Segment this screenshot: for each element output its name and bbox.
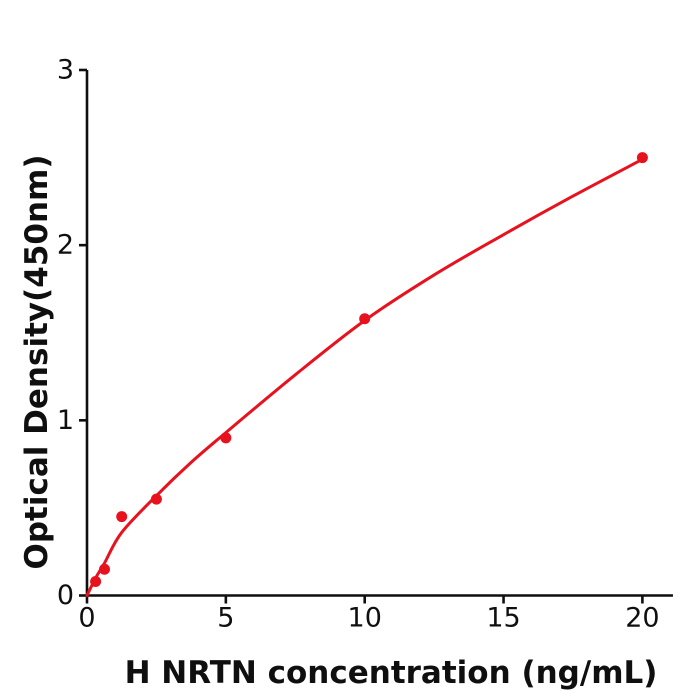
data-point <box>359 313 371 325</box>
x-tick-label: 20 <box>625 603 659 634</box>
x-axis-title: H NRTN concentration (ng/mL) <box>125 655 658 691</box>
fit-curve-line <box>85 157 644 597</box>
data-point <box>220 432 232 444</box>
y-axis-title: Optical Density(450nm) <box>19 154 55 569</box>
ticks-layer: 0 5 10 15 20 0 1 2 3 <box>57 54 660 633</box>
data-point <box>90 575 102 587</box>
x-tick-label: 5 <box>217 603 234 634</box>
axes-layer <box>85 69 673 597</box>
data-point <box>636 152 648 164</box>
data-layer <box>85 152 648 597</box>
x-tick-label: 10 <box>348 603 382 634</box>
y-tick-label: 1 <box>57 405 74 436</box>
y-tick-label: 3 <box>57 54 74 85</box>
data-point <box>150 493 162 505</box>
y-tick-label: 0 <box>57 580 74 611</box>
axis-spines <box>85 69 673 597</box>
data-point <box>99 563 110 575</box>
x-tick-label: 15 <box>486 603 520 634</box>
x-tick-label: 0 <box>78 603 95 634</box>
y-tick-label: 2 <box>57 230 74 261</box>
data-point <box>116 511 128 523</box>
